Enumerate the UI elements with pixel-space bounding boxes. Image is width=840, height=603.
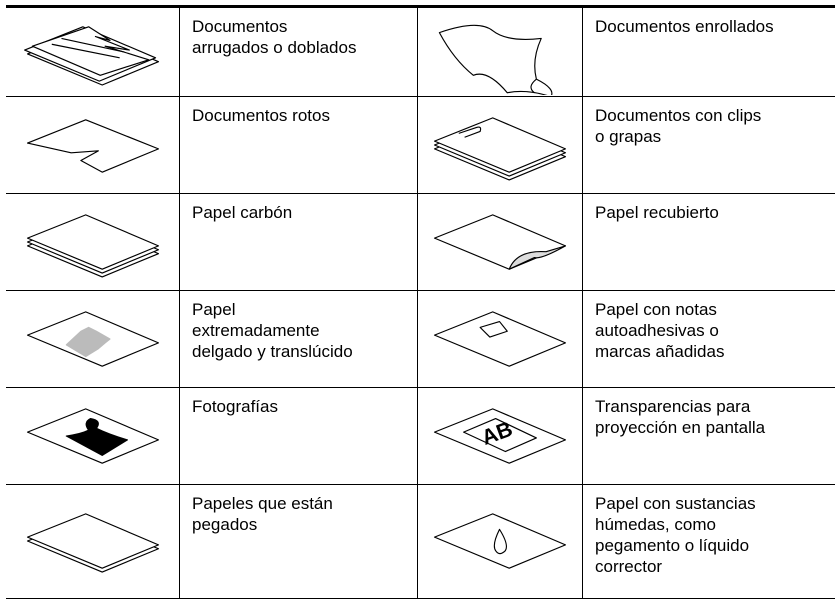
media-label: Papel extremadamente delgado y translúci… — [180, 291, 418, 388]
media-label: Documentos rotos — [180, 97, 418, 194]
media-label: Papeles que están pegados — [180, 485, 418, 598]
illustration — [418, 8, 583, 97]
illustration — [418, 194, 583, 291]
paper-icon — [26, 513, 159, 573]
illustration — [6, 485, 180, 598]
illustration — [6, 388, 180, 485]
media-table: Documentos arrugados o doblados Documento… — [6, 5, 835, 599]
illustration — [6, 97, 180, 194]
paper-icon — [438, 24, 553, 95]
media-label: Fotografías — [180, 388, 418, 485]
media-label: Papel carbón — [180, 194, 418, 291]
media-label: Papel recubierto — [583, 194, 835, 291]
media-label: Papel con notas autoadhesivas o marcas a… — [583, 291, 835, 388]
paper-icon — [26, 213, 159, 278]
illustration — [418, 485, 583, 598]
paper-icon — [23, 25, 159, 86]
paper-icon — [433, 513, 567, 569]
paper-icon — [433, 213, 567, 270]
media-label: Papel con sustancias húmedas, como pegam… — [595, 494, 756, 576]
paper-icon — [433, 310, 567, 367]
illustration — [6, 291, 180, 388]
media-label: Documentos con clips o grapas — [583, 97, 835, 194]
paper-icon — [26, 310, 159, 367]
illustration — [6, 8, 180, 97]
paper-icon — [433, 116, 567, 181]
illustration — [418, 291, 583, 388]
media-label: Documentos enrollados — [583, 8, 835, 97]
paper-icon: AB — [433, 407, 567, 464]
media-label: Transparencias para proyección en pantal… — [583, 388, 835, 485]
illustration — [6, 194, 180, 291]
illustration — [418, 97, 583, 194]
illustration: AB — [418, 388, 583, 485]
paper-icon — [26, 407, 159, 464]
media-label: Documentos arrugados o doblados — [180, 8, 418, 97]
paper-icon — [26, 118, 159, 173]
